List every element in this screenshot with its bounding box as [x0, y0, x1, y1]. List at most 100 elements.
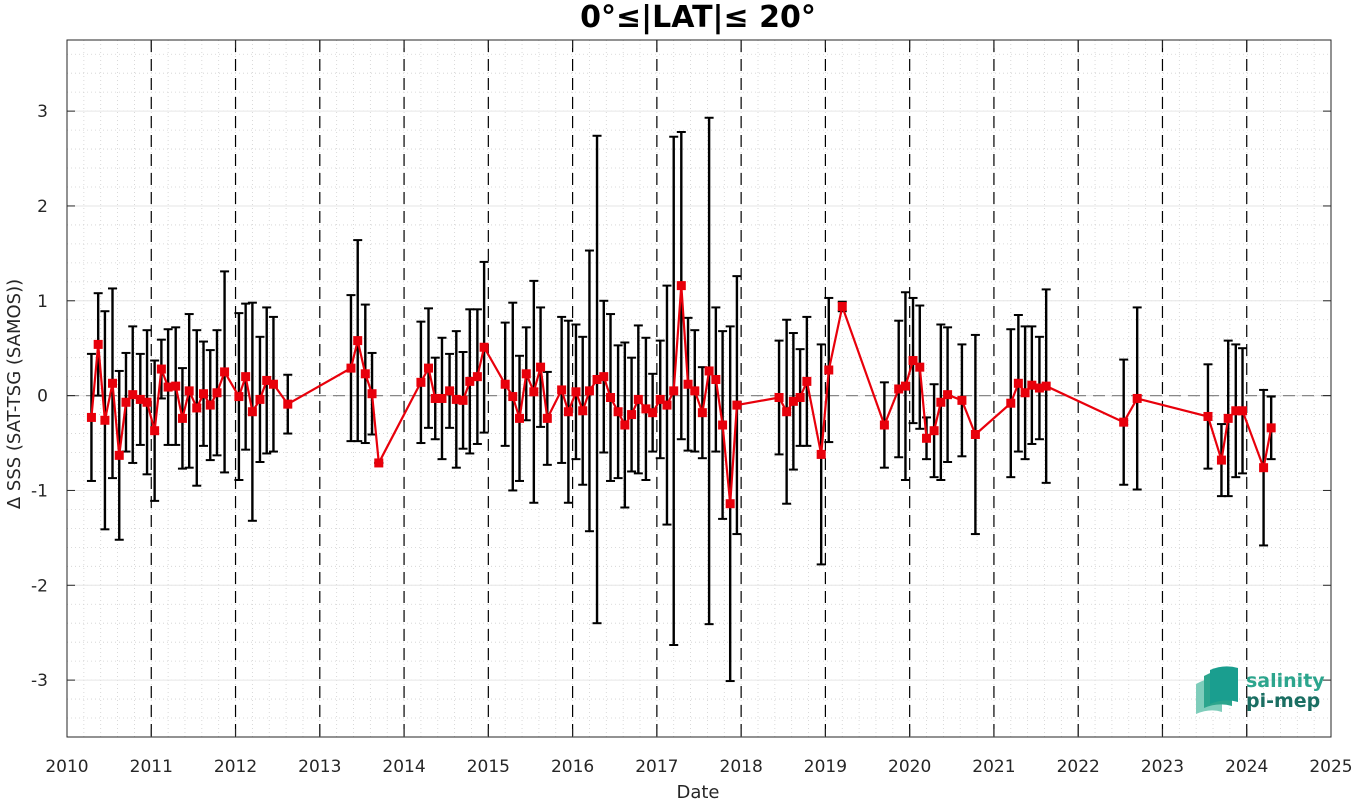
data-point-marker [192, 403, 202, 413]
y-tick-labels: -3 -2 -1 0 1 2 3 [31, 102, 48, 691]
x-tick-label: 2023 [1141, 757, 1184, 777]
data-point-marker [627, 410, 637, 420]
data-point-marker [529, 387, 539, 397]
data-point-marker [424, 363, 434, 373]
data-point-marker [212, 388, 222, 398]
data-point-marker [234, 392, 244, 402]
data-point-marker [732, 400, 742, 410]
data-point-marker [128, 390, 138, 400]
y-tick-label: 3 [37, 102, 48, 122]
x-tick-label: 2019 [804, 757, 847, 777]
data-point-marker [346, 363, 356, 373]
data-point-marker [86, 412, 96, 422]
x-tick-label: 2012 [214, 757, 257, 777]
x-axis-label: Date [676, 782, 719, 801]
data-point-marker [247, 407, 257, 417]
data-point-marker [929, 426, 939, 436]
y-axis-label: Δ SSS (SAT-TSG (SAMOS)) [4, 279, 25, 509]
y-tick-label: 1 [37, 292, 48, 312]
data-point-marker [620, 420, 630, 430]
data-point-marker [563, 407, 573, 417]
x-tick-label: 2020 [888, 757, 931, 777]
data-point-marker [900, 381, 910, 391]
x-tick-label: 2021 [972, 757, 1015, 777]
data-point-marker [100, 415, 110, 425]
data-point-marker [1216, 455, 1226, 465]
data-point-marker [711, 374, 721, 384]
data-point-marker [241, 372, 251, 382]
x-tick-label: 2010 [45, 757, 88, 777]
x-tick-label: 2014 [382, 757, 425, 777]
data-point-marker [150, 426, 160, 436]
data-point-marker [1259, 463, 1269, 473]
data-point-marker [536, 362, 546, 372]
x-tick-labels: 2010 2011 2012 2013 2014 2015 2016 2017 2018 2019… [45, 757, 1352, 777]
data-point-marker [445, 386, 455, 396]
y-tick-label: 0 [37, 387, 48, 407]
data-point-marker [655, 394, 665, 404]
data-point-marker [690, 386, 700, 396]
data-point-marker [613, 407, 623, 417]
data-point-marker [199, 389, 209, 399]
data-point-marker [676, 281, 686, 291]
data-point-marker [1020, 388, 1030, 398]
data-point-marker [121, 397, 131, 407]
x-tick-label: 2016 [551, 757, 594, 777]
data-point-marker [718, 420, 728, 430]
data-point-marker [1132, 393, 1142, 403]
data-point-marker [508, 392, 518, 402]
y-tick-label: 2 [37, 197, 48, 217]
series-markers [86, 281, 1276, 509]
data-point-marker [669, 386, 679, 396]
data-point-marker [908, 356, 918, 366]
data-point-marker [93, 339, 103, 349]
logo-text-pimep: pi-mep [1246, 690, 1320, 712]
data-point-marker [500, 379, 510, 389]
data-point-marker [360, 369, 370, 379]
data-point-marker [1223, 413, 1233, 423]
chart-title: 0°≤|LAT|≤ 20° [580, 0, 816, 35]
data-point-marker [515, 413, 525, 423]
data-point-marker [648, 408, 658, 418]
data-point-marker [578, 406, 588, 416]
data-point-marker [957, 395, 967, 405]
data-point-marker [220, 367, 230, 377]
x-tick-label: 2024 [1225, 757, 1268, 777]
data-point-marker [1006, 398, 1016, 408]
data-point-marker [936, 397, 946, 407]
data-point-marker [521, 369, 531, 379]
data-point-marker [542, 413, 552, 423]
data-point-marker [915, 362, 925, 372]
data-point-marker [479, 342, 489, 352]
data-point-marker [1027, 380, 1037, 390]
data-point-marker [283, 399, 293, 409]
data-point-marker [584, 386, 594, 396]
x-tick-label: 2015 [467, 757, 510, 777]
data-point-marker [108, 378, 118, 388]
data-point-marker [472, 372, 482, 382]
logo-text-salinity: salinity [1246, 670, 1325, 692]
data-point-marker [633, 394, 643, 404]
data-point-marker [824, 365, 834, 375]
data-point-marker [205, 400, 215, 410]
data-point-marker [184, 386, 194, 396]
data-point-marker [1238, 406, 1248, 416]
data-point-marker [879, 420, 889, 430]
salinity-pi-mep-logo: salinity pi-mep [1196, 666, 1325, 714]
data-point-marker [114, 450, 124, 460]
year-boundary-lines [150, 40, 1248, 737]
data-point-marker [156, 364, 166, 374]
data-point-marker [662, 400, 672, 410]
data-point-marker [606, 393, 616, 403]
y-tick-label: -2 [31, 576, 48, 596]
logo-wave-icon [1196, 666, 1238, 714]
data-point-marker [255, 394, 265, 404]
x-tick-label: 2011 [130, 757, 173, 777]
data-point-marker [458, 395, 468, 405]
x-tick-label: 2022 [1057, 757, 1100, 777]
data-point-marker [142, 397, 152, 407]
x-tick-label: 2018 [720, 757, 763, 777]
data-point-marker [171, 381, 181, 391]
